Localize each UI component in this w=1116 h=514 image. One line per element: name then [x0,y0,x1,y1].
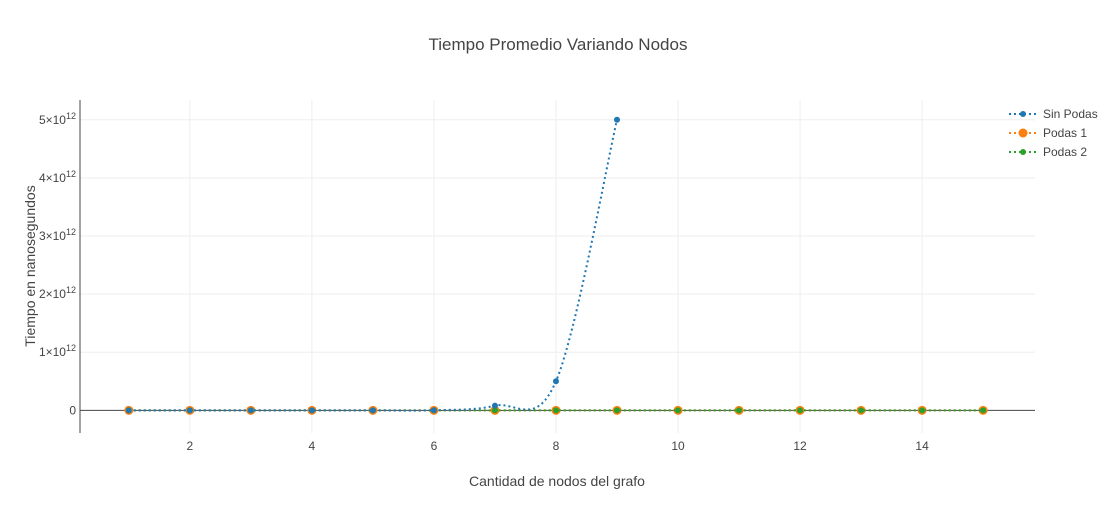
y-tick-label: 3×1012 [39,227,76,243]
x-tick-label: 8 [553,439,560,453]
data-point [552,407,559,414]
data-point [491,407,498,414]
data-point [186,407,193,414]
x-tick-label: 12 [793,439,807,453]
data-point [369,407,376,414]
legend-label: Podas 2 [1043,145,1087,159]
data-point [980,407,987,414]
y-tick-label: 0 [69,403,76,417]
gridlines [80,100,1035,433]
x-axis-title: Cantidad de nodos del grafo [469,473,645,489]
legend-label: Podas 1 [1043,126,1087,140]
legend-label: Sin Podas [1043,107,1098,121]
legend[interactable]: Sin Podas Podas 1 Podas 2 [1009,107,1098,159]
y-tick-label: 4×1012 [39,169,76,185]
legend-marker [1020,111,1026,117]
y-tick-label: 2×1012 [39,285,76,301]
data-point [552,378,559,385]
data-point [308,407,315,414]
legend-marker [1018,128,1028,138]
x-tick-label: 14 [915,439,929,453]
y-tick-label: 1×1012 [39,343,76,359]
data-point [613,116,620,123]
x-tick-label: 4 [309,439,316,453]
data-point [613,407,620,414]
data-point [736,407,743,414]
x-tick-label: 2 [186,439,193,453]
x-tick-label: 6 [431,439,438,453]
chart-title: Tiempo Promedio Variando Nodos [429,35,688,54]
data-point [125,407,132,414]
legend-item[interactable]: Podas 2 [1009,145,1087,159]
data-point [858,407,865,414]
data-point [675,407,682,414]
y-axis-ticks: 0 1×1012 2×1012 3×1012 4×1012 5×1012 [39,111,76,418]
x-tick-label: 10 [671,439,685,453]
data-point [247,407,254,414]
legend-item[interactable]: Podas 1 [1009,126,1087,140]
legend-item[interactable]: Sin Podas [1009,107,1098,121]
series-line-0 [128,119,618,412]
y-tick-label: 5×1012 [39,111,76,127]
plot-series [124,116,988,415]
data-point [491,402,498,409]
data-point [430,407,437,414]
y-axis-title: Tiempo en nanosegundos [22,185,38,346]
x-axis-ticks: 2 4 6 8 10 12 14 [186,439,929,453]
data-point [797,407,804,414]
data-point [919,407,926,414]
legend-marker [1020,149,1026,155]
